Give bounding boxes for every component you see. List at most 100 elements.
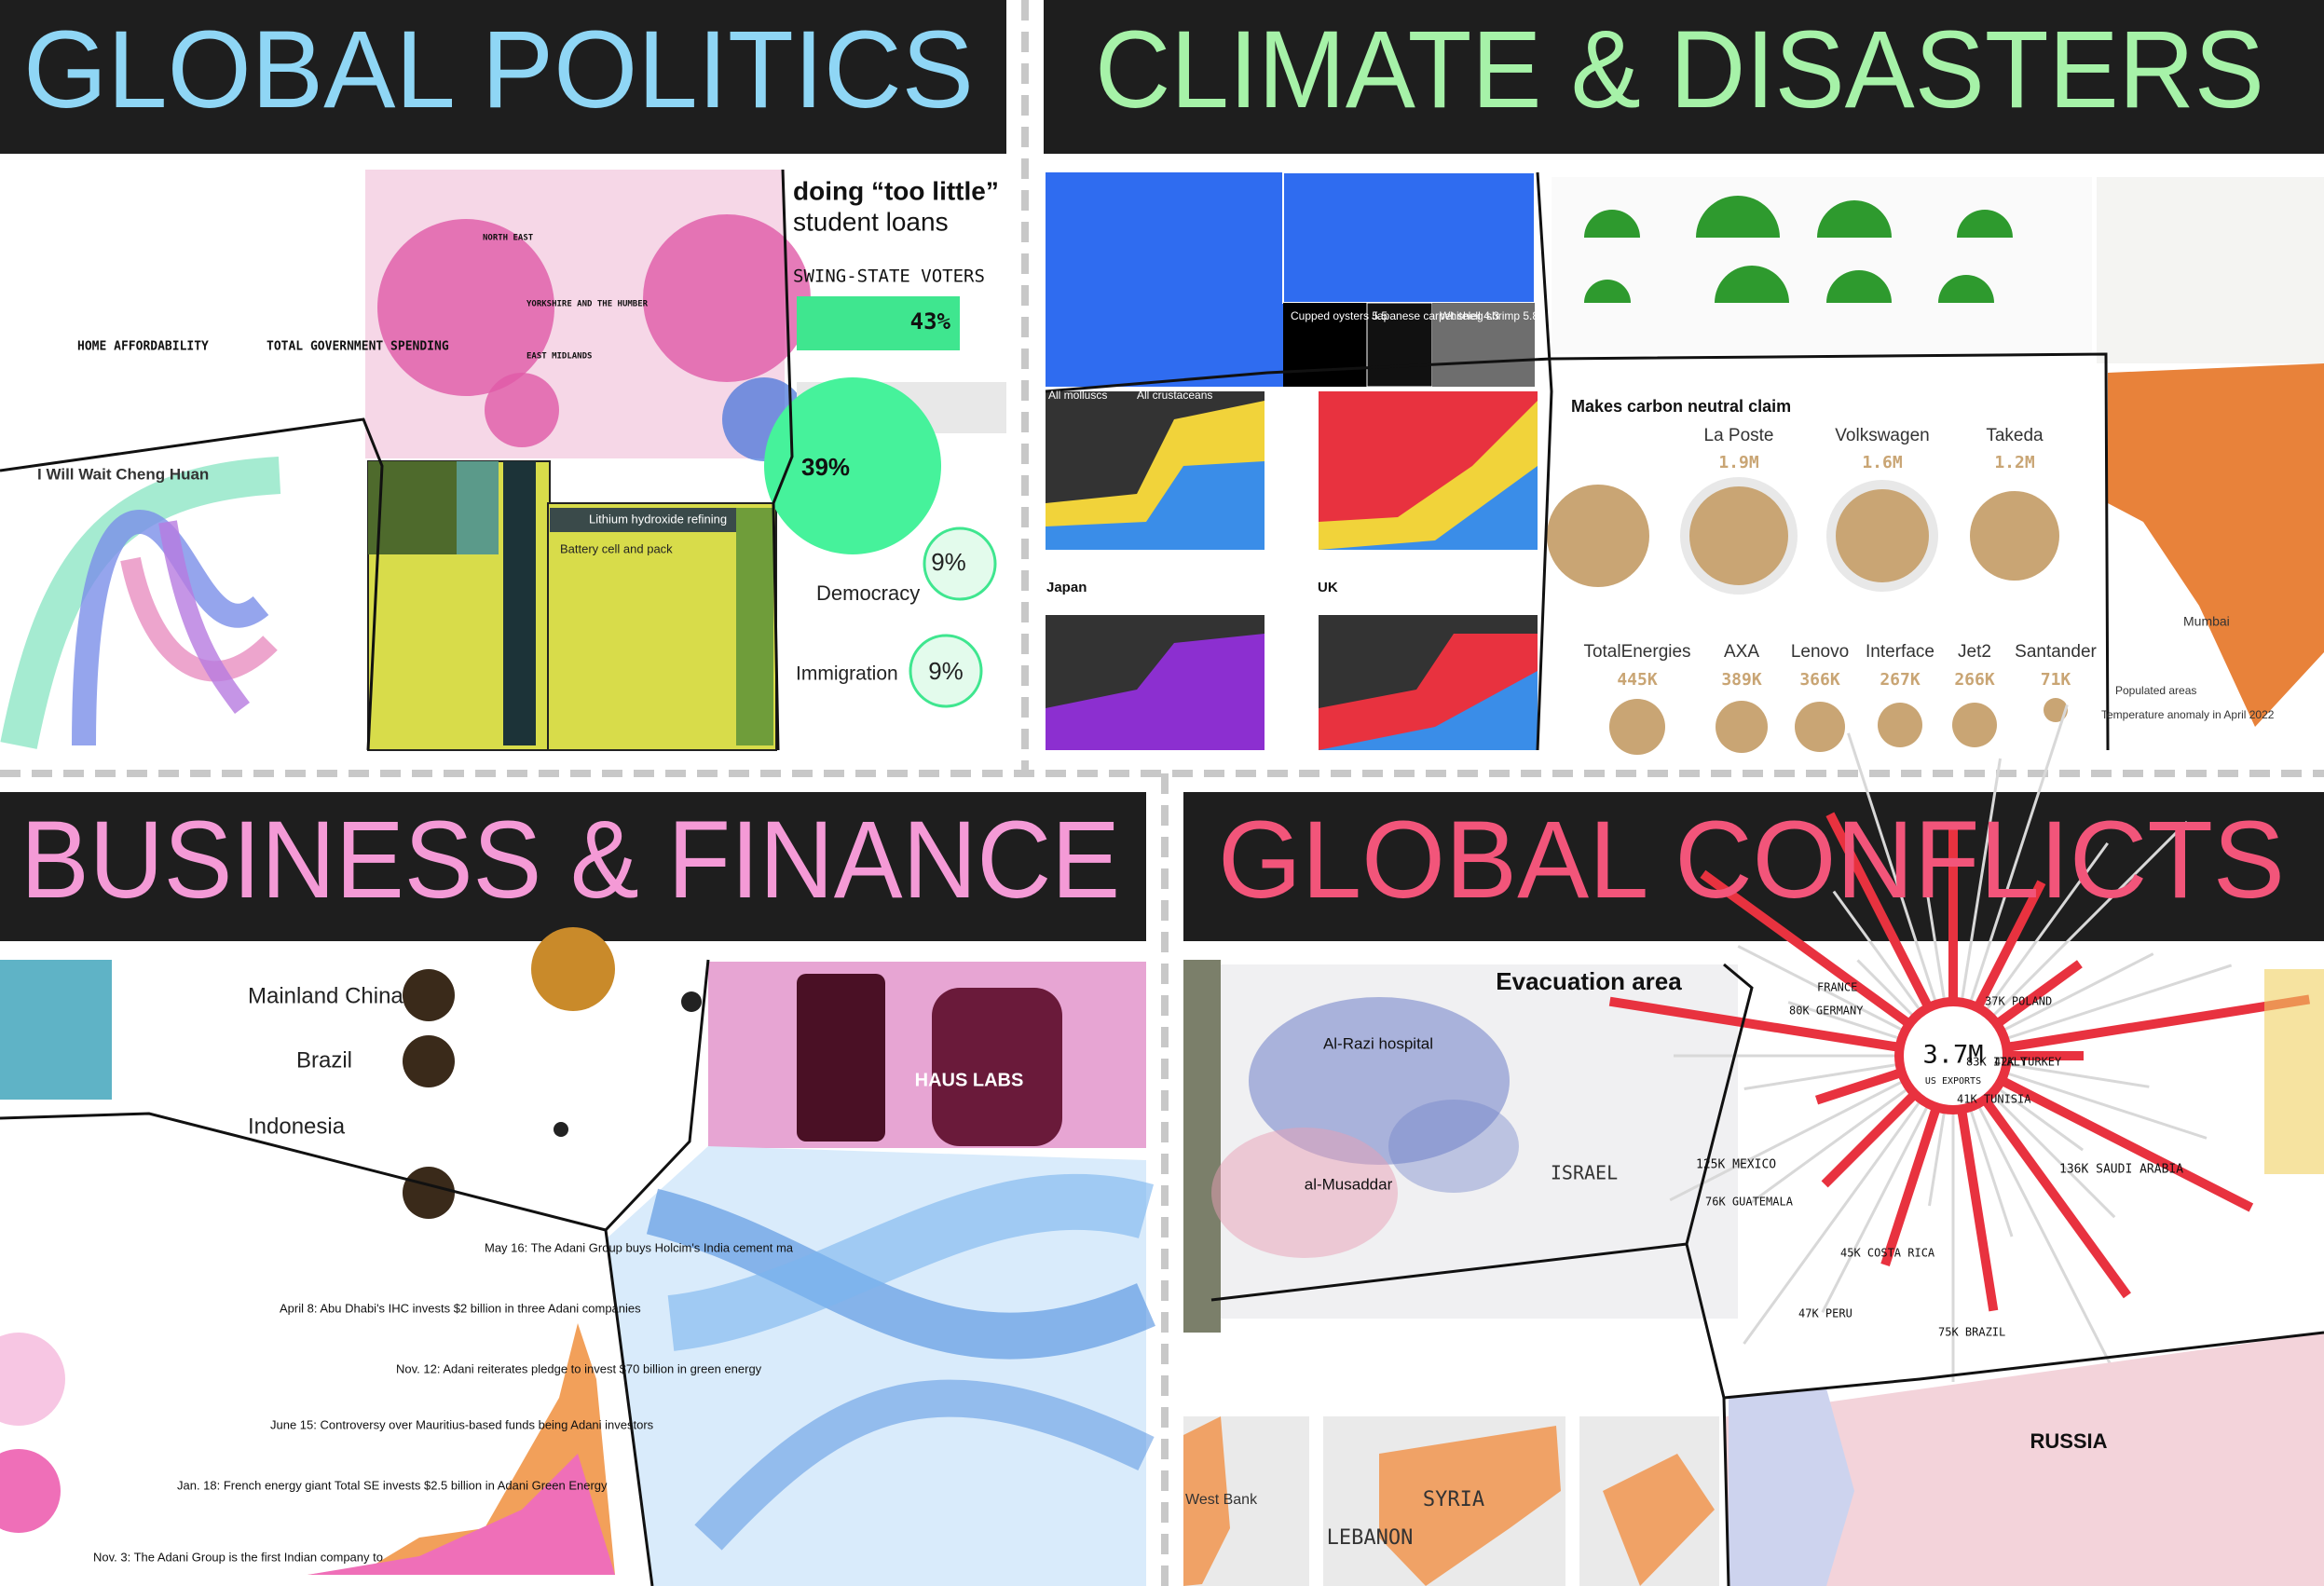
area [308, 1454, 615, 1575]
snippet: HOME AFFORDABILITY [77, 340, 209, 354]
panel-edge [1210, 1242, 1730, 1586]
panel-edge [772, 169, 794, 751]
snippet: Democracy [816, 581, 920, 605]
panel-edge [0, 1112, 654, 1586]
snippet: 45K COSTA RICA [1840, 1247, 1935, 1260]
dot [403, 1167, 455, 1219]
snippet: 83K ITALY [1966, 1056, 2028, 1069]
snippet: RUSSIA [2030, 1429, 2107, 1453]
ray [1951, 704, 2069, 1057]
map [2097, 177, 2324, 363]
panel-edge [1045, 352, 2110, 751]
treemap-cell [457, 461, 499, 554]
center-ring [1894, 997, 2012, 1114]
area [1319, 466, 1538, 550]
area [1046, 634, 1265, 750]
header-bar [0, 792, 1146, 941]
snippet: student loans [793, 207, 949, 236]
heat-blob [1211, 1128, 1398, 1258]
ridge-chart [1552, 177, 2092, 354]
panel-edge [1685, 963, 1754, 1245]
snippet: La Poste [1704, 426, 1774, 445]
snippet: Makes carbon neutral claim [1571, 397, 1791, 416]
bubble [2044, 698, 2068, 722]
snippet: Jet2 [1958, 642, 1991, 662]
panel-edge [604, 959, 710, 1232]
map-region [1729, 1388, 1854, 1586]
snippet: Evacuation area [1496, 967, 1682, 995]
snippet: YORKSHIRE AND THE HUMBER [526, 300, 649, 309]
treemap-cell [1283, 303, 1367, 387]
map-region [1379, 1426, 1561, 1586]
header-bar [0, 0, 1006, 154]
panel-edge [1723, 1331, 2324, 1400]
treemap-cell [503, 461, 536, 745]
snippet: 445K [1617, 670, 1658, 690]
snippet: doing “too little” [793, 176, 999, 205]
dot [554, 1122, 568, 1137]
snippet: Santander [2015, 642, 2097, 662]
snippet: 266K [1954, 670, 1995, 690]
stream [158, 520, 251, 714]
sankey-flow [694, 1379, 1155, 1551]
header-bar [1044, 0, 2324, 154]
snippet: Takeda [1986, 426, 2044, 445]
section-title: GLOBAL CONFLICTS [1218, 799, 2285, 922]
snippet: West Bank [1185, 1492, 1258, 1508]
snippet: Lithium hydroxide refining [589, 512, 727, 526]
sankey-flow [646, 1188, 1155, 1360]
snippet: Indonesia [248, 1114, 346, 1139]
hex-cluster [485, 373, 559, 447]
snippet: 39% [801, 453, 850, 481]
snippet: 389K [1721, 670, 1762, 690]
treemap-cell [1282, 171, 1536, 304]
snippet: EAST MIDLANDS [526, 352, 592, 362]
snippet: UK [1318, 580, 1338, 595]
snippet: Brazil [296, 1047, 352, 1073]
snippet: Jan. 18: French energy giant Total SE in… [177, 1478, 608, 1492]
snippet: 42K TURKEY [1994, 1056, 2062, 1069]
photo [708, 962, 1146, 1148]
snippet: 136K SAUDI ARABIA [2059, 1163, 2183, 1177]
bubble [1795, 702, 1845, 752]
dot [403, 1035, 455, 1087]
snippet: Immigration [796, 663, 898, 685]
area [1046, 461, 1265, 550]
snippet: TOTAL GOVERNMENT SPENDING [267, 340, 449, 354]
snippet: Japanese carpet shell 4.3 [1372, 309, 1499, 322]
snippet: ISRAEL [1551, 1162, 1618, 1184]
snippet: AXA [1724, 642, 1759, 662]
area [1319, 671, 1538, 750]
treemap-cell [1366, 302, 1433, 388]
ray [1743, 1055, 1955, 1345]
map-region [2108, 363, 2324, 727]
map-region [1603, 1454, 1715, 1586]
bottle [797, 974, 885, 1142]
section-title: GLOBAL POLITICS [23, 8, 974, 131]
snippet: Japan [1046, 580, 1087, 595]
snippet: TotalEnergies [1583, 642, 1690, 662]
section-title: CLIMATE & DISASTERS [1095, 8, 2264, 131]
snippet: 125K MEXICO [1696, 1158, 1776, 1172]
bubble [0, 1333, 65, 1426]
bubble [1970, 491, 2059, 581]
treemap-cell [550, 508, 736, 532]
bubble [1716, 701, 1768, 753]
bubble [923, 526, 997, 601]
snippet: 43% [910, 308, 951, 335]
conflicts-collage [1183, 704, 2324, 1586]
snippet: April 8: Abu Dhabi's IHC invests $2 bill… [280, 1301, 641, 1315]
dot [681, 991, 702, 1012]
snippet: 1.2M [1994, 453, 2035, 472]
panel-edge [1536, 171, 1553, 751]
dot [531, 927, 615, 1011]
snippet: Nov. 3: The Adani Group is the first Ind… [93, 1550, 383, 1564]
map-region [1183, 1416, 1230, 1586]
ridge [1584, 196, 2013, 238]
ridge [1584, 266, 1994, 303]
snippet: Mumbai [2183, 614, 2230, 629]
bubble [764, 377, 941, 554]
snippet: Al-Razi hospital [1323, 1034, 1433, 1052]
treemap-cell [1046, 172, 1283, 387]
